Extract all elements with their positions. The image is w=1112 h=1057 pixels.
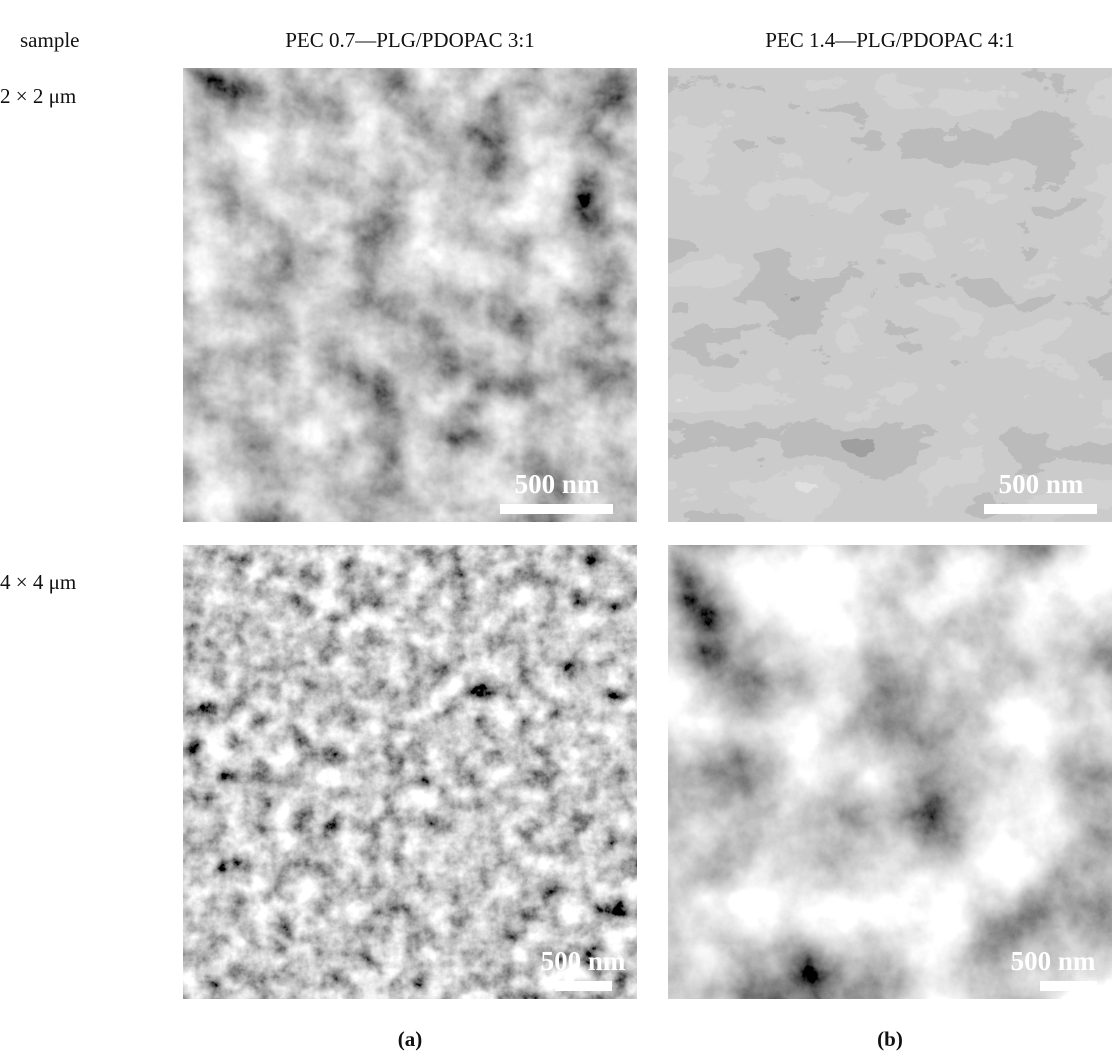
scale-bar (500, 504, 613, 514)
texture (183, 545, 637, 999)
afm-image: 500 nm (183, 68, 637, 522)
column-header: PEC 0.7—PLG/PDOPAC 3:1 (285, 28, 535, 53)
afm-image: 500 nm (668, 545, 1112, 999)
scale-bar (984, 504, 1097, 514)
caption: (b) (877, 1027, 903, 1052)
column-header: PEC 1.4—PLG/PDOPAC 4:1 (765, 28, 1015, 53)
scale-bar-label: 500 nm (999, 469, 1084, 499)
row-label: 4 × 4 μm (0, 570, 76, 595)
scale-bar (555, 981, 612, 991)
scale-bar-label: 500 nm (1011, 946, 1096, 976)
afm-image: 500 nm (668, 68, 1112, 522)
corner-label: sample (20, 28, 79, 53)
row-label: 2 × 2 μm (0, 84, 76, 109)
scale-bar-label: 500 nm (515, 469, 600, 499)
texture (668, 545, 1112, 999)
caption: (a) (398, 1027, 423, 1052)
figure: sample PEC 0.7—PLG/PDOPAC 3:1 PEC 1.4—PL… (0, 0, 1112, 1057)
scale-bar-label: 500 nm (541, 946, 626, 976)
scale-bar (1040, 981, 1097, 991)
texture (183, 68, 637, 522)
afm-image: 500 nm (183, 545, 637, 999)
texture (668, 68, 1112, 522)
